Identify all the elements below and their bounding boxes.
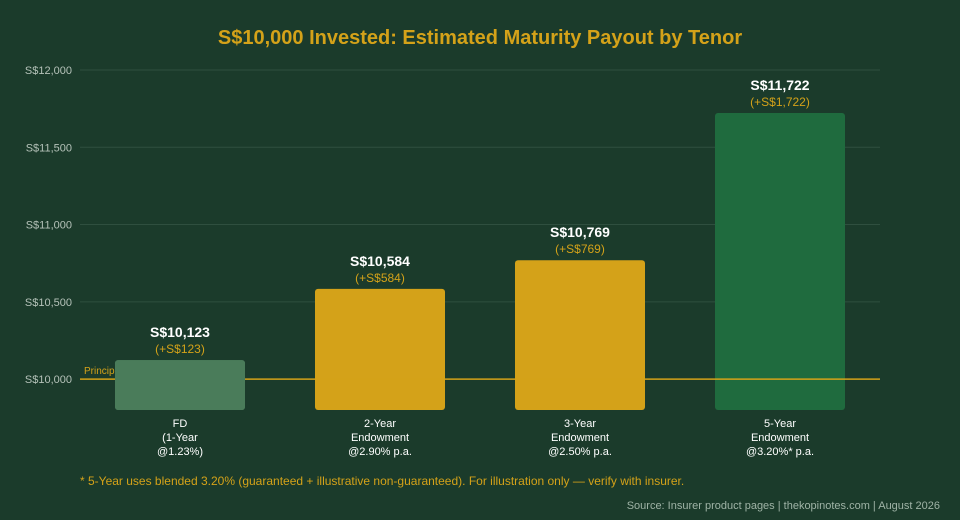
value-label: S$11,722 (750, 77, 809, 93)
bar (515, 260, 645, 410)
gain-label: (+S$584) (355, 271, 405, 285)
y-tick-label: S$11,000 (26, 220, 72, 232)
chart-title: S$10,000 Invested: Estimated Maturity Pa… (217, 27, 743, 49)
source-note: Source: Insurer product pages | thekopin… (626, 500, 940, 512)
gain-label: (+S$1,722) (750, 95, 810, 109)
x-tick-label: Endowment (351, 432, 409, 444)
x-tick-label: @2.90% p.a. (348, 446, 412, 458)
value-label: S$10,769 (550, 224, 610, 240)
value-label: S$10,584 (350, 253, 410, 269)
x-tick-label: 3-Year (564, 418, 596, 430)
x-tick-label: FD (173, 418, 188, 430)
x-tick-label: @1.23%) (157, 446, 203, 458)
y-tick-label: S$10,500 (25, 297, 72, 309)
y-tick-label: S$11,500 (26, 142, 72, 154)
y-tick-label: S$12,000 (25, 65, 72, 77)
x-tick-label: @2.50% p.a. (548, 446, 612, 458)
gain-label: (+S$769) (555, 242, 605, 256)
x-tick-label: Endowment (551, 432, 609, 444)
x-tick-label: 5-Year (764, 418, 796, 430)
x-tick-label: @3.20%* p.a. (746, 446, 814, 458)
x-tick-label: 2-Year (364, 418, 396, 430)
gain-label: (+S$123) (155, 342, 205, 356)
bar (315, 288, 445, 410)
x-tick-label: Endowment (751, 432, 809, 444)
y-tick-label: S$10,000 (25, 374, 72, 386)
bar (115, 360, 245, 410)
x-tick-label: (1-Year (162, 432, 198, 444)
footnote: * 5-Year uses blended 3.20% (guaranteed … (80, 474, 685, 488)
value-label: S$10,123 (150, 324, 210, 340)
bar (715, 112, 845, 411)
